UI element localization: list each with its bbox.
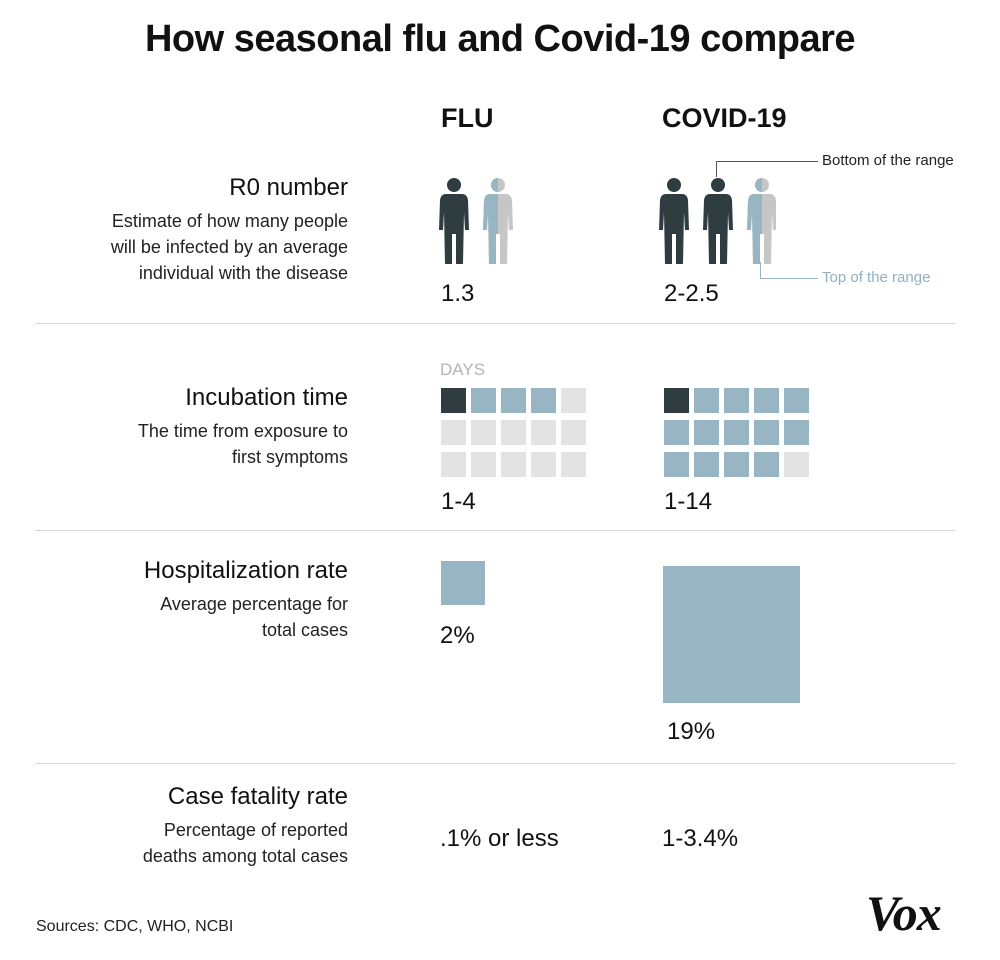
vox-logo: Vox <box>866 885 942 941</box>
covid-r0-value: 2-2.5 <box>664 280 719 307</box>
day-cell <box>501 388 526 413</box>
column-header-flu: FLU <box>441 103 494 133</box>
flu-r0-value: 1.3 <box>441 280 475 307</box>
day-cell <box>441 420 466 445</box>
person-partial-icon <box>483 178 513 264</box>
row-divider <box>35 530 955 531</box>
row-incubation-description-2: first symptoms <box>231 447 348 467</box>
row-incubation-heading: Incubation time <box>185 384 348 411</box>
day-cell <box>501 452 526 477</box>
day-cell <box>784 388 809 413</box>
sources-note: Sources: CDC, WHO, NCBI <box>36 918 234 935</box>
flu-hospitalization-square <box>441 561 485 605</box>
day-cell <box>754 388 779 413</box>
day-cell <box>664 420 689 445</box>
day-cell <box>561 420 586 445</box>
annotation-bottom-line-v <box>716 161 717 177</box>
day-cell <box>664 452 689 477</box>
row-hospitalization-heading: Hospitalization rate <box>143 557 348 584</box>
day-cell <box>694 420 719 445</box>
day-cell <box>441 388 466 413</box>
day-cell <box>664 388 689 413</box>
day-cell <box>724 388 749 413</box>
annotation-top-line-h <box>760 278 818 279</box>
day-cell <box>531 388 556 413</box>
covid-hospitalization-value: 19% <box>667 718 716 745</box>
day-cell <box>694 388 719 413</box>
day-cell <box>441 452 466 477</box>
covid-incubation-grid <box>664 388 814 478</box>
annotation-top-of-range: Top of the range <box>822 269 931 286</box>
day-cell <box>724 420 749 445</box>
days-label: DAYS <box>440 360 486 379</box>
row-divider <box>35 763 955 764</box>
row-hospitalization-label: Hospitalization rate Average percentage … <box>144 557 348 643</box>
covid-fatality-value: 1-3.4% <box>662 825 739 852</box>
covid-hospitalization-square <box>663 566 800 703</box>
day-cell <box>471 420 496 445</box>
row-hospitalization-description-1: Average percentage for <box>160 594 348 614</box>
flu-fatality-value: .1% or less <box>440 825 559 852</box>
day-cell <box>784 452 809 477</box>
person-icon <box>659 178 689 264</box>
row-r0-description-1: Estimate of how many people <box>111 211 348 231</box>
day-cell <box>561 388 586 413</box>
day-cell <box>754 452 779 477</box>
row-fatality-description-1: Percentage of reported <box>163 820 348 840</box>
row-r0-description-3: individual with the disease <box>138 263 348 283</box>
person-icon <box>439 178 469 264</box>
day-cell <box>471 388 496 413</box>
row-fatality-description-2: deaths among total cases <box>142 846 348 866</box>
flu-r0-people <box>439 178 513 264</box>
day-cell <box>561 452 586 477</box>
day-cell <box>724 452 749 477</box>
flu-hospitalization-value: 2% <box>440 622 475 649</box>
row-fatality-label: Case fatality rate Percentage of reporte… <box>143 783 348 869</box>
annotation-bottom-line-h <box>716 161 818 162</box>
annotation-bottom-of-range: Bottom of the range <box>822 152 954 169</box>
row-r0-label: R0 number Estimate of how many people wi… <box>111 174 348 286</box>
person-partial-icon <box>747 178 776 264</box>
page-title: How seasonal flu and Covid-19 compare <box>144 18 856 60</box>
annotation-top-line-v <box>760 262 761 278</box>
covid-incubation-value: 1-14 <box>664 488 713 515</box>
row-divider <box>35 323 955 324</box>
row-hospitalization-description-2: total cases <box>261 620 348 640</box>
covid-r0-people <box>659 178 776 264</box>
day-cell <box>784 420 809 445</box>
day-cell <box>531 420 556 445</box>
day-cell <box>754 420 779 445</box>
day-cell <box>694 452 719 477</box>
row-r0-description-2: will be infected by an average <box>110 237 348 257</box>
day-cell <box>531 452 556 477</box>
flu-incubation-grid <box>441 388 591 478</box>
row-incubation-description-1: The time from exposure to <box>137 421 348 441</box>
row-fatality-heading: Case fatality rate <box>167 783 348 810</box>
day-cell <box>471 452 496 477</box>
row-r0-heading: R0 number <box>229 174 348 201</box>
day-cell <box>501 420 526 445</box>
column-header-covid: COVID-19 <box>662 103 787 133</box>
person-icon <box>703 178 733 264</box>
row-incubation-label: Incubation time The time from exposure t… <box>138 384 348 470</box>
flu-incubation-value: 1-4 <box>441 488 476 515</box>
